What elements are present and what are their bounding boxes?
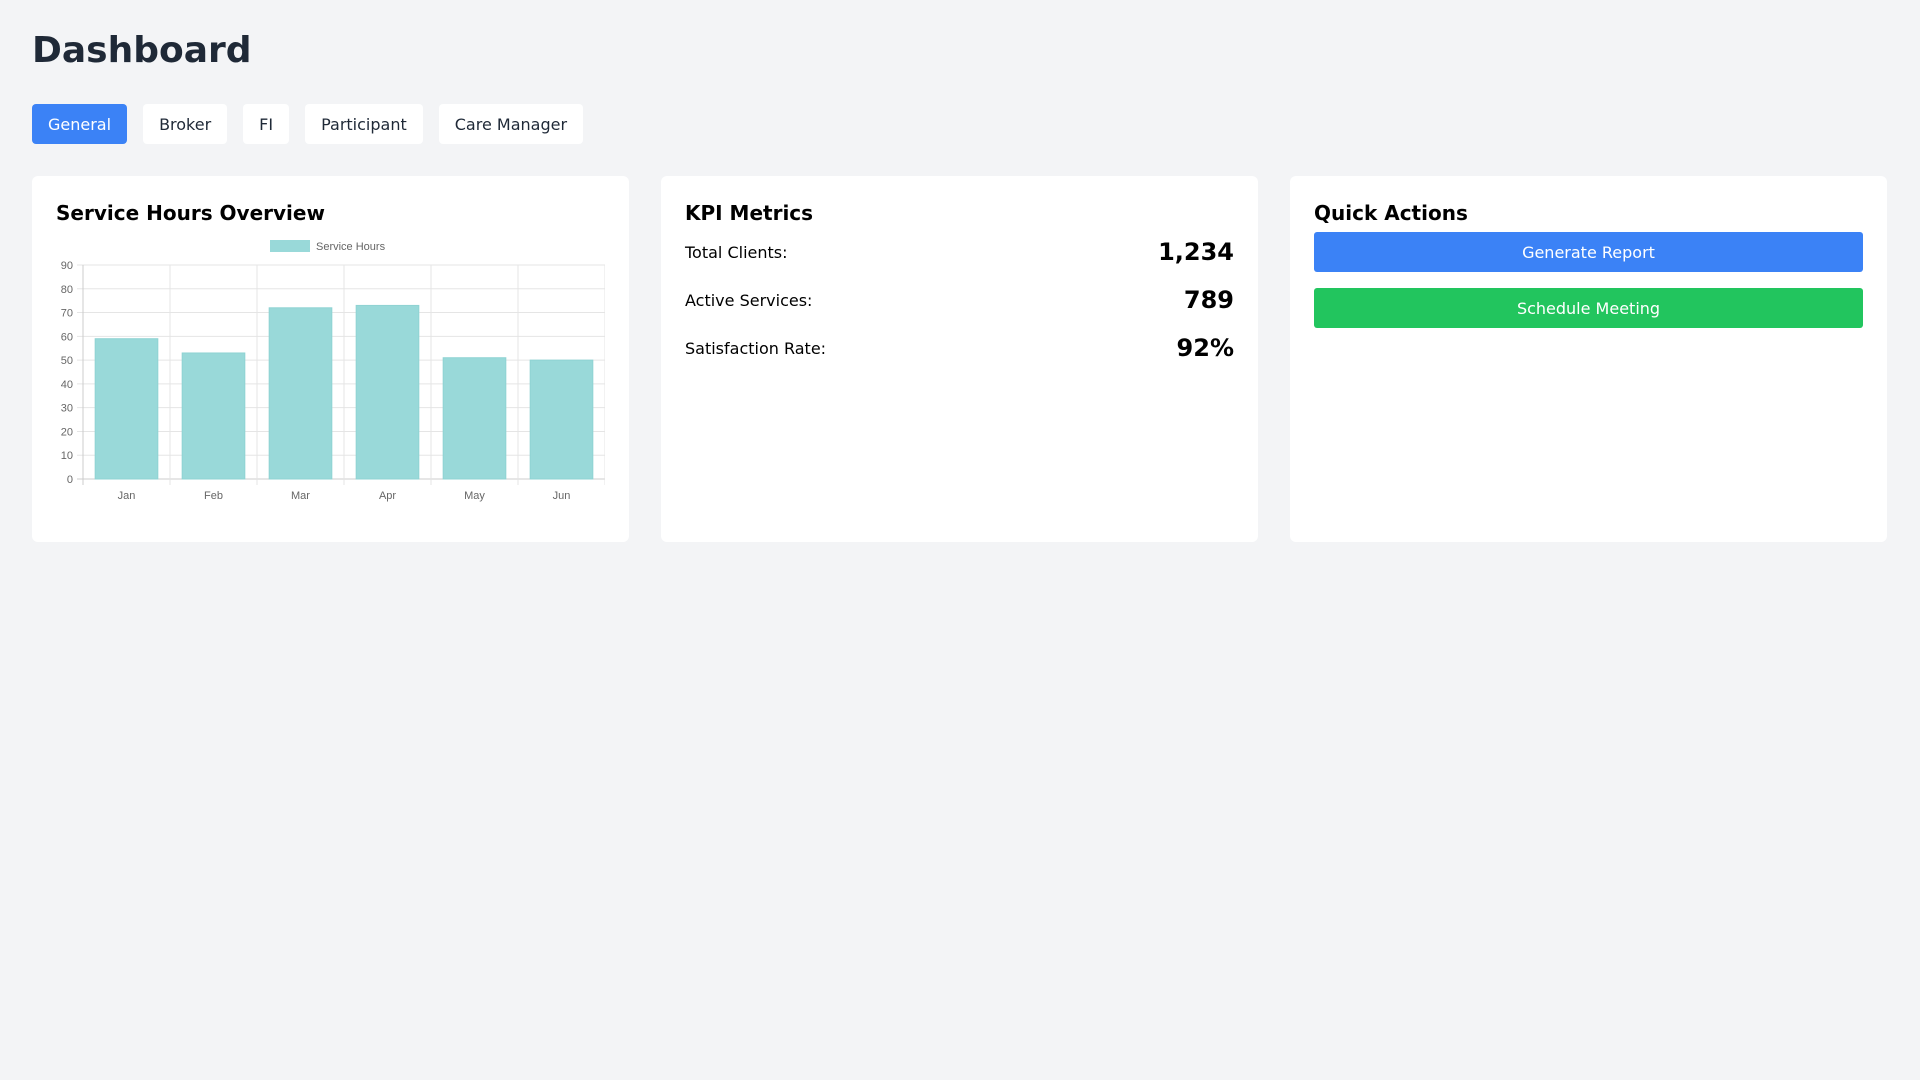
y-tick-label: 30: [61, 403, 73, 415]
x-tick-label: May: [464, 490, 485, 502]
y-tick-label: 60: [61, 331, 73, 343]
tab-participant[interactable]: Participant: [305, 104, 423, 144]
dashboard-page: Dashboard General Broker FI Participant …: [32, 30, 1888, 542]
x-tick-label: Jun: [553, 490, 571, 502]
kpi-row-total-clients: Total Clients: 1,234: [685, 228, 1234, 276]
kpi-label: Satisfaction Rate:: [685, 338, 827, 358]
x-tick-label: Apr: [379, 490, 396, 502]
kpi-row-active-services: Active Services: 789: [685, 276, 1234, 324]
x-tick-label: Mar: [291, 490, 310, 502]
kpi-label: Total Clients:: [685, 242, 788, 262]
y-tick-label: 90: [61, 260, 73, 272]
quick-actions-title: Quick Actions: [1314, 201, 1468, 225]
bar-apr: [355, 304, 420, 480]
bar-mar: [268, 307, 333, 480]
service-hours-card: Service Hours Overview 0 10 20 30 40 50 60 70 80…: [32, 176, 629, 542]
tab-bar: General Broker FI Participant Care Manag…: [32, 104, 1888, 144]
service-hours-title: Service Hours Overview: [56, 201, 325, 225]
tab-fi[interactable]: FI: [243, 104, 290, 144]
y-tick-label: 80: [61, 284, 73, 296]
y-tick-label: 70: [61, 308, 73, 320]
kpi-title: KPI Metrics: [685, 201, 814, 225]
x-tick-label: Jan: [118, 490, 136, 502]
kpi-row-satisfaction-rate: Satisfaction Rate: 92%: [685, 324, 1234, 372]
kpi-value: 92%: [1176, 334, 1234, 362]
x-tick-label: Feb: [204, 490, 223, 502]
bar-jun: [529, 359, 594, 480]
schedule-meeting-button[interactable]: Schedule Meeting: [1314, 288, 1863, 328]
tab-broker[interactable]: Broker: [143, 104, 228, 144]
service-hours-chart: 0 10 20 30 40 50 60 70 80 90 Jan Feb Mar Apr May Jun Ser…: [61, 240, 605, 502]
bar-feb: [181, 352, 246, 480]
legend-label: Service Hours: [316, 241, 386, 253]
generate-report-button[interactable]: Generate Report: [1314, 232, 1863, 272]
y-tick-label: 10: [61, 450, 73, 462]
card-row: Service Hours Overview 0 10 20 30 40 50 60 70 80…: [32, 176, 1888, 542]
bar-may: [442, 357, 507, 480]
tab-care-manager[interactable]: Care Manager: [438, 104, 584, 144]
kpi-value: 1,234: [1158, 238, 1234, 266]
kpi-card: KPI Metrics Total Clients: 1,234 Active …: [661, 176, 1258, 542]
bar-jan: [94, 338, 159, 480]
legend-swatch: [270, 240, 310, 252]
y-tick-label: 20: [61, 426, 73, 438]
kpi-label: Active Services:: [685, 290, 813, 310]
quick-actions-card: Quick Actions Generate Report Schedule M…: [1290, 176, 1887, 542]
y-tick-label: 40: [61, 379, 73, 391]
y-tick-label: 50: [61, 355, 73, 367]
page-title: Dashboard: [32, 30, 252, 71]
kpi-value: 789: [1183, 286, 1234, 314]
tab-general[interactable]: General: [32, 104, 128, 144]
y-tick-label: 0: [67, 474, 73, 486]
